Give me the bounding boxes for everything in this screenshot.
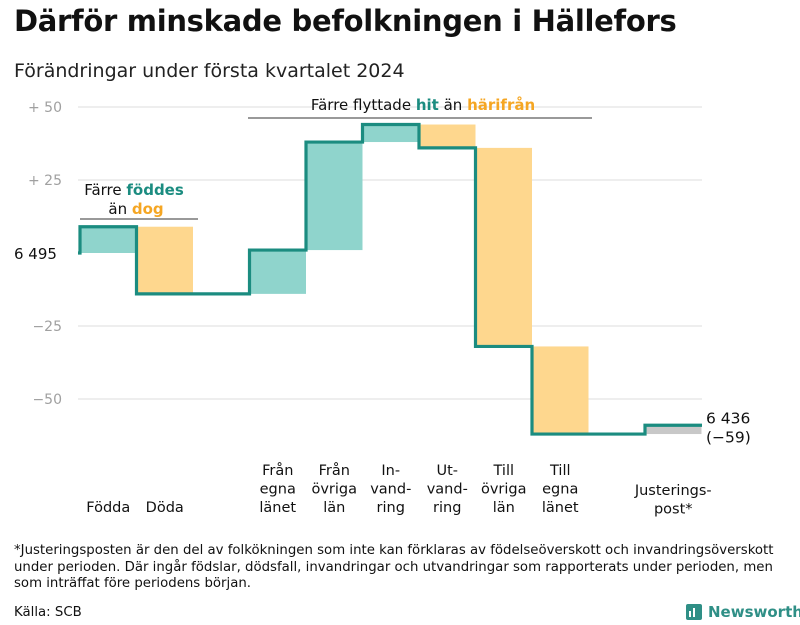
- category-label: län: [323, 500, 345, 516]
- y-tick-label: −50: [32, 392, 62, 408]
- chart-subtitle: Förändringar under första kvartalet 2024: [14, 60, 405, 82]
- category-label: Döda: [146, 500, 184, 516]
- end-value-label: 6 436: [706, 409, 750, 427]
- category-label: övriga: [481, 482, 527, 498]
- waterfall-bar: [532, 346, 589, 435]
- footnote: *Justeringsposten är den del av folkökni…: [14, 543, 774, 591]
- category-label: egna: [260, 482, 296, 498]
- category-label: Till: [549, 463, 571, 479]
- chart-title: Därför minskade befolkningen i Hällefors: [14, 4, 677, 38]
- category-label: Ut-: [436, 463, 458, 479]
- waterfall-bar: [306, 142, 363, 251]
- cumulative-line: [78, 122, 702, 436]
- category-label: post*: [654, 502, 693, 518]
- y-tick-label: + 25: [28, 173, 62, 189]
- y-tick-label: −25: [32, 319, 62, 335]
- waterfall-bar: [475, 147, 532, 347]
- annotation-part: Färre flyttade: [311, 96, 416, 114]
- annotation-part: Färre: [84, 181, 126, 199]
- annotation-part: än: [439, 96, 467, 114]
- start-value-label: 6 495: [14, 245, 57, 263]
- category-label: vand-: [427, 482, 468, 498]
- end-change-label: (−59): [706, 428, 751, 446]
- category-label: egna: [542, 482, 578, 498]
- annotation-births-deaths-line2: än dog: [108, 200, 163, 218]
- category-label: In-: [381, 463, 400, 479]
- category-label: län: [493, 500, 515, 516]
- category-label: vand-: [370, 482, 411, 498]
- category-label: länet: [259, 500, 296, 516]
- category-label: övriga: [311, 482, 357, 498]
- source-note: Källa: SCB: [14, 605, 82, 620]
- category-label: Födda: [86, 500, 130, 516]
- annotation-part: härifrån: [467, 96, 535, 114]
- logo-text: Newsworthy: [708, 603, 800, 621]
- waterfall-bar: [80, 226, 137, 253]
- waterfall-bar: [645, 425, 702, 435]
- y-tick-label: + 50: [28, 100, 62, 116]
- newsworthy-logo: Newsworthy: [686, 603, 800, 621]
- bar-chart-logo-icon: [686, 604, 702, 620]
- annotation-part: än: [108, 200, 131, 218]
- waterfall-chart: + 50 + 25 −25 −50 Födda Döda Från egna länet Från…: [14, 96, 751, 518]
- waterfall-bar: [419, 124, 476, 148]
- annotation-births-deaths: Färre föddes: [84, 181, 184, 199]
- category-label: ring: [377, 500, 405, 516]
- category-label: ring: [433, 500, 461, 516]
- annotation-migration: Färre flyttade hit än härifrån: [311, 96, 535, 114]
- category-label: Justerings-: [634, 483, 712, 499]
- annotation-part: föddes: [126, 181, 183, 199]
- waterfall-bar: [249, 250, 306, 294]
- category-label: Från: [262, 462, 293, 479]
- category-label: Från: [319, 462, 350, 479]
- waterfall-bar: [136, 226, 193, 294]
- waterfall-bar: [362, 124, 419, 143]
- annotation-part: dog: [132, 200, 164, 218]
- category-label: länet: [542, 500, 579, 516]
- annotation-part: hit: [416, 96, 439, 114]
- category-label: Till: [493, 463, 515, 479]
